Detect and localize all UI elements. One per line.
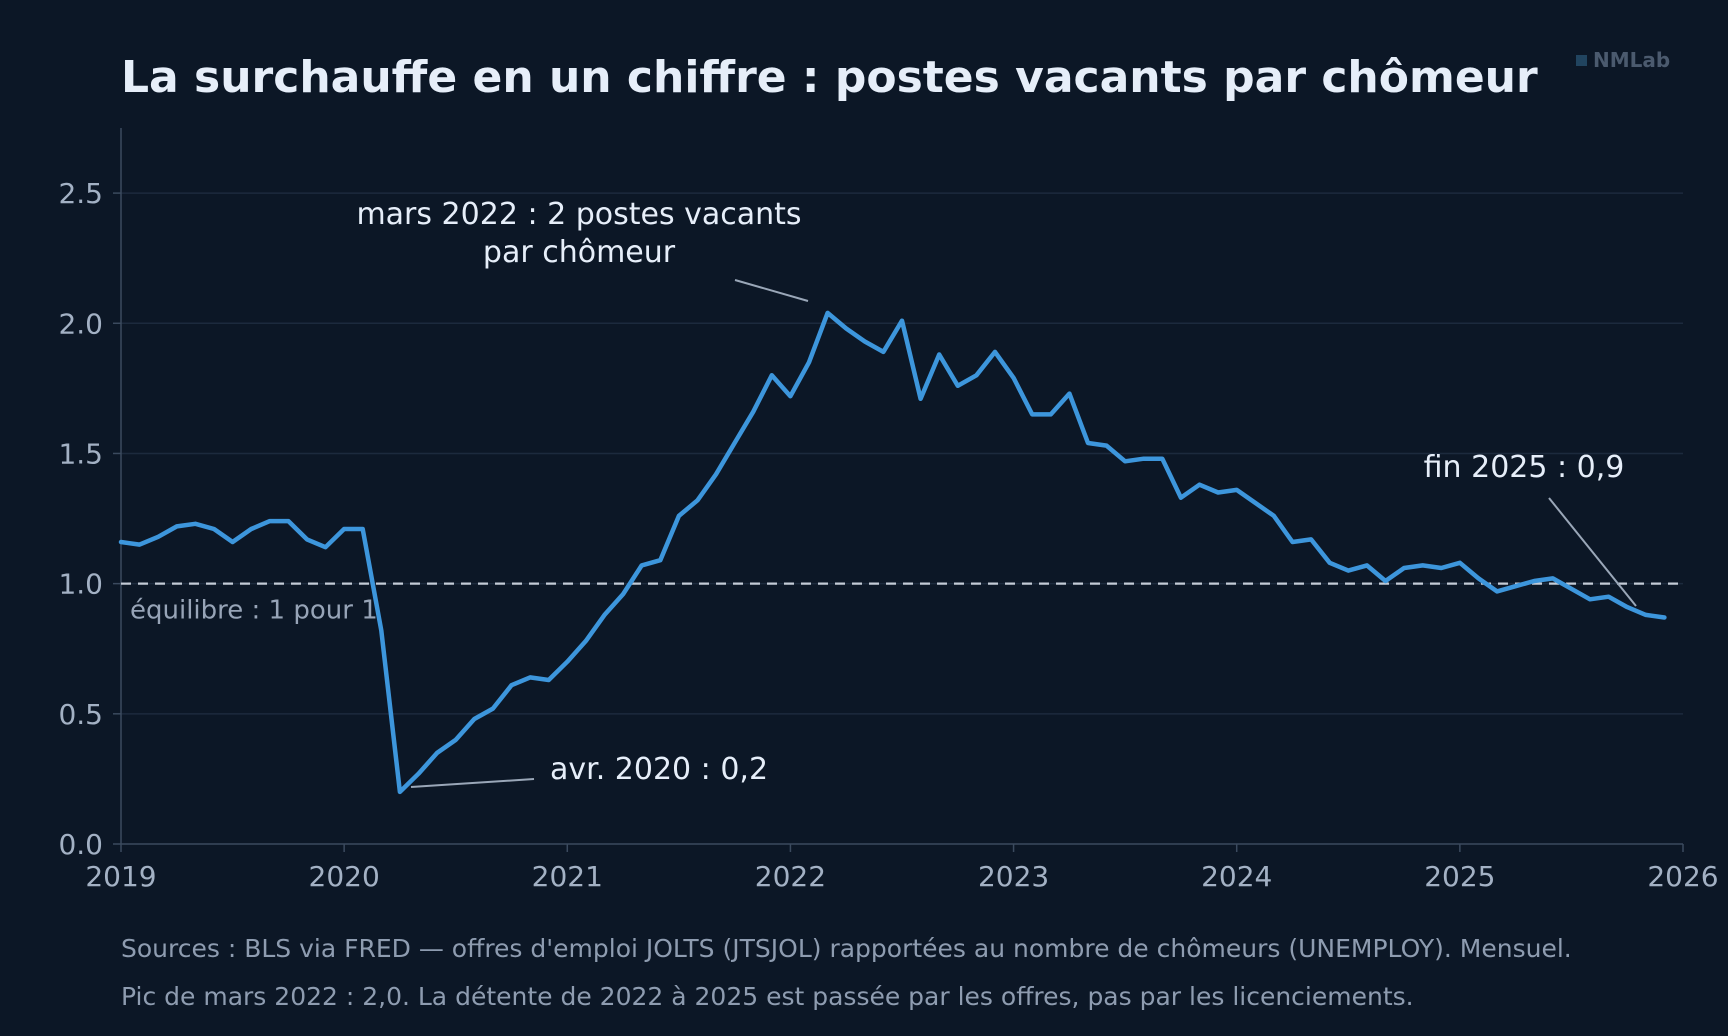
x-tick-label: 2024 bbox=[1201, 860, 1272, 893]
annotation-leader bbox=[1548, 497, 1637, 607]
annotation-leader bbox=[410, 778, 535, 788]
reference-label: équilibre : 1 pour 1 bbox=[130, 596, 378, 626]
x-tick-label: 2022 bbox=[755, 860, 826, 893]
x-tick-label: 2020 bbox=[309, 860, 380, 893]
x-tick-label: 2019 bbox=[85, 860, 156, 893]
x-tick-label: 2023 bbox=[978, 860, 1049, 893]
annotation-label: fin 2025 : 0,9 bbox=[1424, 450, 1625, 485]
brand-name: NMLab bbox=[1593, 48, 1671, 72]
chart-title: La surchauffe en un chiffre : postes vac… bbox=[121, 52, 1538, 103]
y-tick-label: 0.5 bbox=[58, 698, 103, 731]
annotation-label: avr. 2020 : 0,2 bbox=[550, 752, 768, 787]
x-tick-label: 2026 bbox=[1647, 860, 1718, 893]
y-tick-label: 2.5 bbox=[58, 177, 103, 210]
y-tick-label: 1.5 bbox=[58, 437, 103, 470]
y-tick-label: 1.0 bbox=[58, 568, 103, 601]
x-tick-label: 2021 bbox=[532, 860, 603, 893]
source-note: Sources : BLS via FRED — offres d'emploi… bbox=[121, 934, 1572, 963]
series-line bbox=[118, 310, 1667, 795]
brand-square-icon bbox=[1576, 54, 1587, 66]
annotation-label: mars 2022 : 2 postes vacants bbox=[356, 197, 801, 232]
annotation-leader bbox=[734, 279, 809, 302]
y-tick-label: 0.0 bbox=[58, 828, 103, 861]
y-tick-label: 2.0 bbox=[58, 307, 103, 340]
x-tick-label: 2025 bbox=[1424, 860, 1495, 893]
peak-note: Pic de mars 2022 : 2,0. La détente de 20… bbox=[121, 982, 1414, 1011]
brand-logo: NMLab bbox=[1576, 48, 1670, 72]
annotation-label: par chômeur bbox=[483, 235, 676, 270]
